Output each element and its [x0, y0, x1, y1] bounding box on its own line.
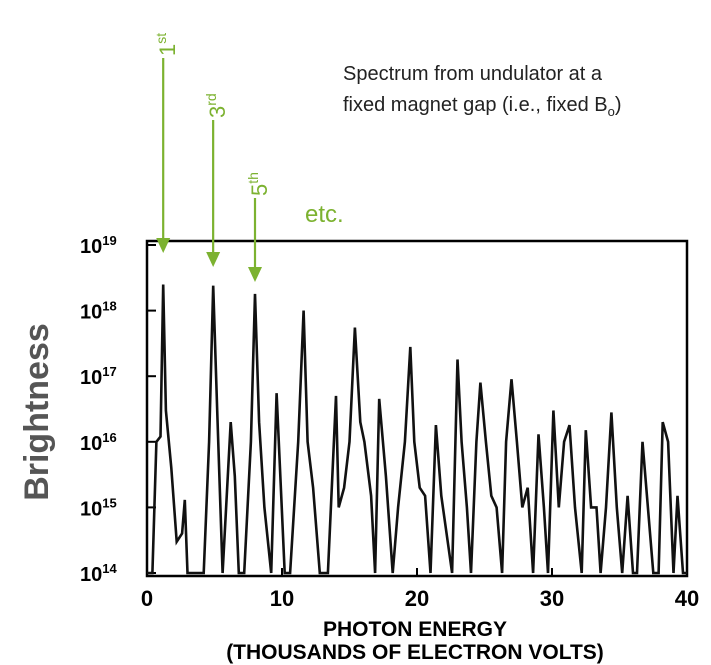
- y-tick-base: 10: [80, 498, 102, 520]
- harmonic-annotations: 1st 3rd 5th: [153, 33, 272, 282]
- x-tick-label: 20: [405, 586, 429, 611]
- harmonic-label: 5th: [245, 172, 272, 196]
- y-tick-exponent: 17: [102, 364, 116, 379]
- y-tick-label: 1017: [80, 364, 117, 389]
- note-line2-sub: o: [608, 104, 615, 119]
- y-tick-exponent: 14: [102, 561, 117, 576]
- note-line2-end: ): [615, 94, 622, 116]
- y-tick-label: 1019: [80, 233, 117, 258]
- x-tick-group: 0 10 20 30 40: [141, 568, 699, 611]
- harmonic-arrowhead: [248, 267, 262, 282]
- harmonic-number: 5: [247, 184, 272, 196]
- x-tick-label: 0: [141, 586, 153, 611]
- harmonic-suffix: th: [245, 172, 261, 184]
- series-group: [147, 284, 687, 575]
- harmonic-number: 3: [205, 106, 230, 118]
- y-tick-base: 10: [80, 433, 102, 455]
- harmonic-arrowhead: [206, 252, 221, 267]
- x-tick-label: 40: [675, 586, 699, 611]
- y-tick-base: 10: [80, 302, 102, 324]
- plot-frame: [145, 239, 689, 578]
- harmonic-number: 1: [155, 44, 180, 56]
- y-tick-label: 1018: [80, 299, 117, 324]
- harmonic-suffix: st: [153, 33, 169, 44]
- x-axis-title-line2: (THOUSANDS OF ELECTRON VOLTS): [226, 641, 604, 664]
- y-tick-exponent: 15: [102, 495, 116, 510]
- harmonic-arrowhead: [156, 238, 171, 253]
- y-tick-exponent: 16: [102, 430, 116, 445]
- y-tick-base: 10: [80, 236, 102, 258]
- spectrum-line: [147, 284, 687, 575]
- harmonic-label: 1st: [153, 33, 180, 56]
- y-tick-label: 1014: [80, 561, 117, 586]
- y-tick-label: 1016: [80, 430, 117, 455]
- etc-label: etc.: [305, 201, 344, 228]
- x-tick-label: 10: [270, 586, 294, 611]
- y-axis-title: Brightness: [18, 323, 56, 501]
- note-line2: fixed magnet gap (i.e., fixed Bo): [343, 94, 622, 119]
- y-tick-exponent: 19: [102, 233, 116, 248]
- note-line1: Spectrum from undulator at a: [343, 63, 603, 85]
- harmonic-label: 3rd: [203, 93, 230, 118]
- y-tick-label: 1015: [80, 495, 117, 520]
- y-tick-base: 10: [80, 564, 102, 586]
- note-line2-main: fixed magnet gap (i.e., fixed B: [343, 94, 608, 116]
- y-tick-base: 10: [80, 367, 102, 389]
- x-tick-label: 30: [540, 586, 564, 611]
- y-tick-exponent: 18: [102, 299, 116, 314]
- harmonic-suffix: rd: [203, 93, 219, 105]
- x-axis-title-line1: PHOTON ENERGY: [323, 618, 507, 641]
